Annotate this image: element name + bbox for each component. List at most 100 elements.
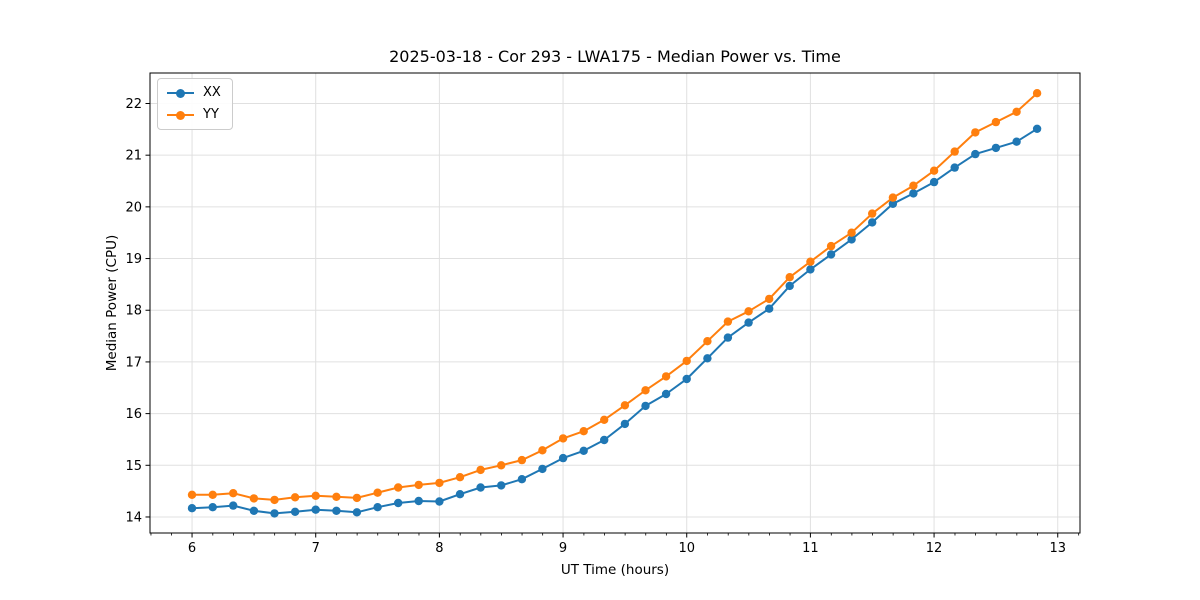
data-point-yy	[888, 193, 898, 202]
data-point-xx	[620, 419, 630, 429]
data-point-xx	[229, 501, 238, 510]
data-point-yy	[826, 241, 836, 251]
data-point-xx	[311, 505, 320, 514]
data-point-yy	[600, 415, 609, 424]
data-point-yy	[558, 434, 568, 443]
data-point-yy	[373, 488, 382, 497]
data-point-xx	[723, 333, 733, 342]
data-point-xx	[270, 509, 279, 518]
data-point-xx	[517, 475, 527, 484]
x-tick-label: 11	[802, 541, 819, 556]
data-point-yy	[1012, 107, 1021, 117]
x-tick-label: 9	[559, 541, 567, 556]
data-point-yy	[1032, 89, 1042, 98]
data-point-yy	[950, 147, 959, 156]
x-tick-label: 7	[312, 541, 320, 556]
data-point-xx	[373, 503, 382, 512]
legend-line-marker-icon	[167, 110, 194, 120]
plot-border	[149, 72, 1081, 534]
data-point-xx	[950, 163, 959, 172]
data-point-yy	[806, 257, 815, 266]
data-point-yy	[620, 401, 630, 410]
x-tick-label: 12	[926, 541, 943, 556]
legend-item-xx: XX	[167, 85, 221, 101]
data-point-xx	[476, 483, 485, 492]
data-point-xx	[909, 189, 918, 198]
data-point-xx	[806, 265, 815, 274]
data-point-yy	[476, 465, 485, 475]
x-tick-label: 6	[188, 541, 196, 556]
data-point-xx	[497, 481, 506, 490]
data-point-xx	[641, 401, 650, 411]
y-axis-label: Median Power (CPU)	[104, 234, 120, 372]
data-point-xx	[826, 250, 836, 259]
data-point-xx	[785, 281, 794, 291]
data-point-xx	[538, 464, 547, 474]
data-point-xx	[208, 503, 217, 512]
data-point-yy	[909, 181, 918, 190]
data-point-yy	[311, 491, 320, 500]
data-point-yy	[187, 490, 197, 499]
data-point-yy	[703, 337, 712, 346]
y-tick-label: 22	[125, 97, 142, 112]
data-point-xx	[1012, 137, 1021, 146]
data-point-xx	[971, 149, 980, 159]
x-tick-label: 13	[1049, 541, 1066, 556]
data-point-yy	[847, 228, 856, 237]
y-tick-label: 19	[125, 252, 142, 267]
y-tick-label: 20	[125, 200, 142, 215]
x-axis-label: UT Time (hours)	[560, 562, 670, 578]
data-point-xx	[394, 498, 403, 508]
data-point-yy	[208, 490, 217, 499]
y-tick-label: 16	[125, 407, 142, 422]
legend-item-yy: YY	[167, 107, 221, 123]
data-point-yy	[723, 317, 733, 326]
data-point-yy	[455, 473, 465, 482]
data-point-yy	[765, 294, 774, 304]
data-point-yy	[517, 455, 527, 465]
data-point-xx	[868, 218, 877, 227]
data-point-xx	[661, 389, 671, 399]
data-point-yy	[579, 427, 588, 436]
data-point-xx	[187, 504, 197, 513]
data-point-xx	[290, 507, 300, 516]
data-point-xx	[991, 143, 1001, 153]
data-point-xx	[1032, 124, 1042, 133]
data-point-xx	[579, 446, 588, 455]
data-point-yy	[497, 461, 506, 470]
data-point-yy	[290, 493, 300, 502]
data-point-yy	[991, 117, 1001, 127]
legend-label-xx: XX	[203, 85, 221, 100]
data-point-xx	[352, 508, 362, 517]
data-point-yy	[332, 492, 341, 501]
data-point-yy	[538, 446, 547, 455]
data-point-yy	[744, 307, 753, 316]
data-point-xx	[249, 506, 259, 515]
data-point-xx	[888, 199, 898, 208]
data-point-yy	[929, 166, 939, 175]
data-point-xx	[765, 304, 774, 313]
data-point-xx	[847, 235, 856, 244]
data-point-yy	[661, 372, 671, 381]
data-point-yy	[352, 493, 362, 503]
legend-line-marker-icon	[167, 88, 194, 98]
data-point-yy	[229, 489, 238, 498]
data-point-yy	[414, 480, 423, 490]
y-tick-label: 17	[125, 355, 142, 370]
data-point-xx	[414, 496, 423, 506]
data-point-xx	[600, 435, 609, 445]
data-point-yy	[682, 356, 691, 366]
data-point-xx	[558, 453, 568, 463]
x-tick-label: 10	[678, 541, 695, 556]
data-point-xx	[703, 354, 712, 363]
data-point-yy	[270, 495, 279, 505]
data-point-yy	[785, 273, 794, 282]
legend-label-yy: YY	[203, 107, 219, 122]
y-tick-label: 14	[125, 510, 142, 525]
data-point-yy	[435, 478, 444, 488]
x-tick-label: 8	[435, 541, 443, 556]
series-line-yy	[192, 92, 1038, 501]
y-tick-label: 21	[125, 149, 142, 164]
data-point-yy	[394, 483, 403, 492]
